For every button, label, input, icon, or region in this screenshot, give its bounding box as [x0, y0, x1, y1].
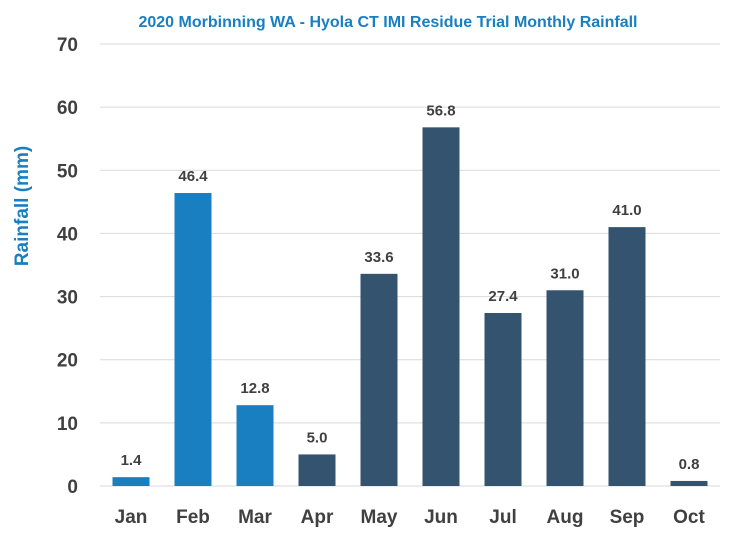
bar-may: [360, 273, 398, 486]
x-tick-label: May: [361, 507, 398, 528]
value-label: 33.6: [364, 249, 393, 266]
bar-oct: [670, 480, 708, 486]
x-tick-label: Jan: [115, 507, 148, 528]
value-labels: 1.4 46.4 12.8 5.0 33.6 56.8 27.4 31.0 41.0 0.8: [121, 102, 700, 473]
x-axis-ticks: Jan Feb Mar Apr May Jun Jul Aug Sep Oct: [115, 507, 706, 528]
value-label: 27.4: [488, 288, 518, 305]
y-tick-label: 50: [57, 161, 78, 182]
y-axis-label: Rainfall (mm): [12, 146, 33, 266]
y-tick-label: 60: [57, 98, 78, 119]
value-label: 1.4: [121, 452, 143, 469]
value-label: 41.0: [612, 202, 641, 219]
bar-jul: [484, 312, 522, 486]
bar-sep: [608, 227, 646, 486]
x-tick-label: Jul: [489, 507, 516, 528]
value-label: 56.8: [426, 102, 455, 119]
y-axis-ticks: 0 10 20 30 40 50 60 70: [57, 35, 78, 498]
y-tick-label: 20: [57, 351, 78, 372]
value-label: 0.8: [679, 456, 700, 473]
x-tick-label: Sep: [610, 507, 645, 528]
chart-title: 2020 Morbinning WA - Hyola CT IMI Residu…: [138, 14, 637, 31]
bar-aug: [546, 290, 584, 486]
bar-jun: [422, 127, 460, 486]
value-label: 31.0: [550, 265, 579, 282]
y-tick-label: 70: [57, 35, 78, 56]
value-label: 12.8: [240, 380, 269, 397]
bar-jan: [112, 477, 150, 486]
bars: [112, 127, 708, 486]
y-tick-label: 30: [57, 288, 78, 309]
x-tick-label: Feb: [176, 507, 210, 528]
value-label: 46.4: [178, 168, 208, 185]
x-tick-label: Oct: [673, 507, 705, 528]
y-tick-label: 0: [67, 477, 78, 498]
x-tick-label: Apr: [301, 507, 334, 528]
bar-feb: [174, 193, 212, 486]
y-tick-label: 40: [57, 224, 78, 245]
x-tick-label: Mar: [238, 507, 272, 528]
x-tick-label: Aug: [547, 507, 584, 528]
y-tick-label: 10: [57, 414, 78, 435]
value-label: 5.0: [307, 429, 328, 446]
bar-apr: [298, 454, 336, 486]
bar-mar: [236, 405, 274, 486]
x-tick-label: Jun: [424, 507, 458, 528]
